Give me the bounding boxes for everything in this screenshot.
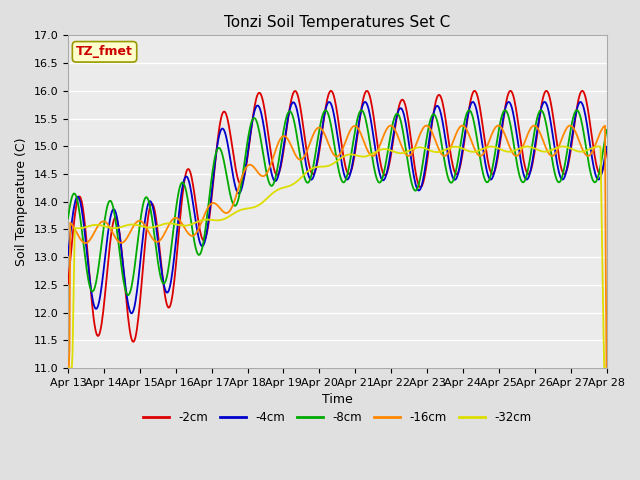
Y-axis label: Soil Temperature (C): Soil Temperature (C) [15,137,28,266]
Title: Tonzi Soil Temperatures Set C: Tonzi Soil Temperatures Set C [224,15,451,30]
Text: TZ_fmet: TZ_fmet [76,45,133,58]
X-axis label: Time: Time [322,394,353,407]
Legend: -2cm, -4cm, -8cm, -16cm, -32cm: -2cm, -4cm, -8cm, -16cm, -32cm [139,407,536,429]
